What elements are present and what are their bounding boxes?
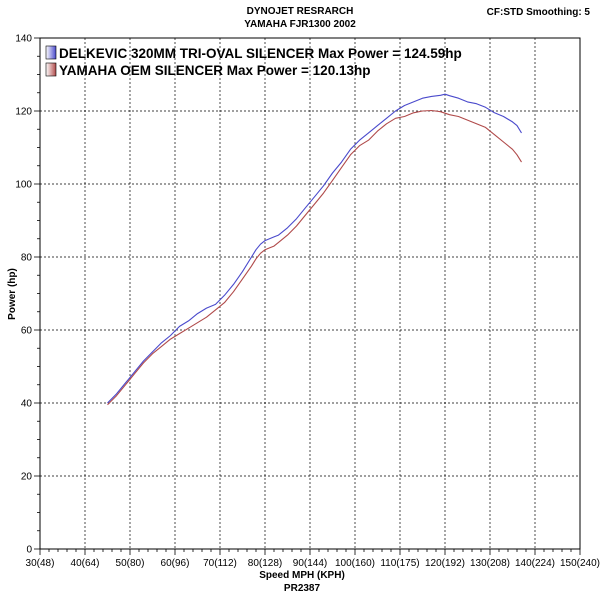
y-axis-title: Power (hp) — [7, 268, 18, 320]
chart-title: DYNOJET RESRARCH — [246, 6, 354, 17]
y-tick-label: 140 — [15, 34, 32, 45]
x-axis-title: Speed MPH (KPH) — [259, 570, 345, 581]
y-tick-label: 0 — [26, 545, 32, 556]
y-tick-label: 60 — [21, 326, 33, 337]
legend-swatch-yamaha — [45, 62, 57, 77]
legend: DELKEVIC 320MM TRI-OVAL SILENCER Max Pow… — [45, 45, 462, 78]
y-tick-labels: 0 20 40 60 80 100 120 140 — [15, 34, 32, 556]
x-tick-label: 30(48) — [26, 558, 55, 569]
series-layer — [107, 93, 522, 406]
legend-label-yamaha: YAMAHA OEM SILENCER Max Power = 120.13hp — [59, 63, 370, 78]
x-tick-label: 110(175) — [380, 558, 419, 569]
x-tick-label: 50(80) — [116, 558, 145, 569]
y-tick-label: 40 — [21, 399, 33, 410]
grid — [40, 38, 580, 549]
x-tick-labels: 30(48) 40(64) 50(80) 60(96) 70(112) 80(128) 90… — [26, 558, 600, 569]
minor-ticks — [34, 37, 581, 555]
correction-settings: CF:STD Smoothing: 5 — [486, 7, 590, 18]
legend-label-delkevic: DELKEVIC 320MM TRI-OVAL SILENCER Max Pow… — [59, 46, 462, 61]
x-tick-label: 130(208) — [470, 558, 510, 569]
y-tick-label: 20 — [21, 472, 33, 483]
y-tick-label: 100 — [15, 180, 32, 191]
y-tick-label: 80 — [21, 253, 33, 264]
x-tick-label: 100(160) — [335, 558, 375, 569]
x-tick-label: 90(144) — [293, 558, 327, 569]
chart-subtitle: YAMAHA FJR1300 2002 — [244, 19, 356, 30]
x-tick-label: 40(64) — [71, 558, 100, 569]
x-tick-label: 150(240) — [560, 558, 600, 569]
x-tick-label: 140(224) — [515, 558, 555, 569]
y-tick-label: 120 — [15, 107, 32, 118]
series-line-delkevic — [107, 93, 522, 404]
legend-swatch-delkevic — [45, 45, 57, 60]
series-line-yamaha — [107, 109, 522, 406]
x-tick-label: 80(128) — [248, 558, 282, 569]
run-id: PR2387 — [284, 583, 321, 594]
x-tick-label: 120(192) — [425, 558, 465, 569]
x-tick-label: 70(112) — [203, 558, 237, 569]
x-tick-label: 60(96) — [161, 558, 190, 569]
